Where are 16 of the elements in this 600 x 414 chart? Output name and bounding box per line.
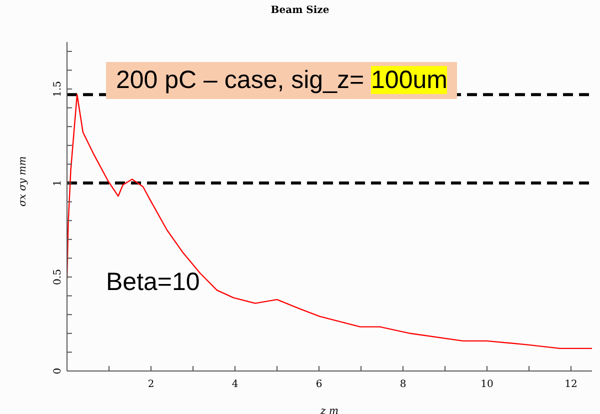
x-tick-label: 12 (564, 379, 578, 390)
y-tick-label: 0 (52, 368, 64, 374)
x-tick-label: 4 (232, 379, 238, 390)
x-tick-label: 10 (480, 379, 494, 390)
annotation: Beta=10 (106, 268, 200, 297)
x-tick-label: 8 (400, 379, 406, 390)
x-tick-label: 6 (316, 379, 322, 390)
line-series (67, 94, 592, 350)
y-axis-title: σx σy mm (18, 156, 29, 206)
y-tick-label: 0.5 (52, 269, 64, 285)
annotation: 200 pC – case, sig_z= 100um (106, 62, 458, 99)
x-axis-title: z m (320, 406, 338, 414)
y-tick-label: 1 (52, 180, 64, 186)
x-tick-label: 2 (148, 379, 154, 390)
y-tick-label: 1.5 (52, 81, 64, 97)
chart-title: Beam Size (270, 5, 330, 16)
